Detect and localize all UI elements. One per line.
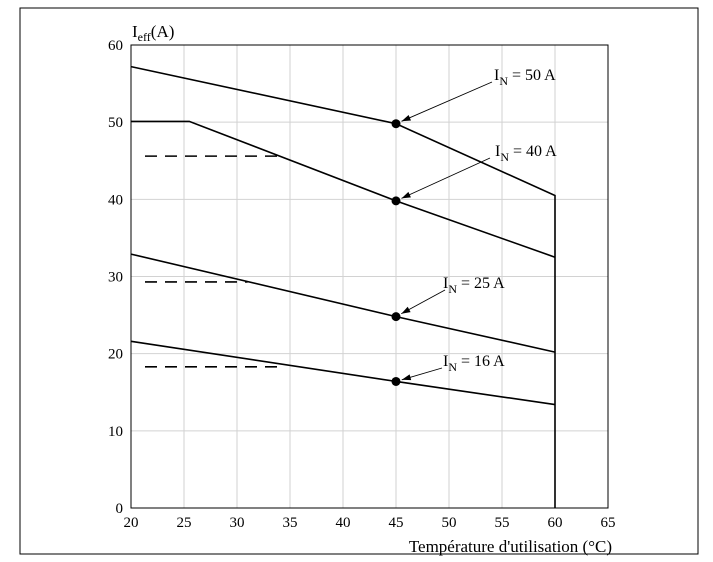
y-tick-label: 40 xyxy=(108,192,123,208)
annotation-arrows xyxy=(401,81,493,381)
series-label: IN = 40 A xyxy=(495,143,557,164)
y-tick-label: 20 xyxy=(108,347,123,363)
y-tick-label: 0 xyxy=(116,501,124,517)
y-tick-label: 50 xyxy=(108,115,123,131)
series-label: IN = 50 A xyxy=(494,67,556,88)
rating-point xyxy=(391,312,401,322)
series-labels: IN = 50 A IN = 40 A IN = 25 A IN = 16 A xyxy=(443,67,557,374)
x-tick-label: 65 xyxy=(601,515,616,531)
annotation-arrowhead xyxy=(401,191,411,199)
y-axis-title: Ieff(A) xyxy=(132,22,174,44)
rating-point xyxy=(391,119,401,129)
y-tick-label: 30 xyxy=(108,270,123,286)
annotation-arrowhead xyxy=(401,306,411,314)
x-tick-label: 25 xyxy=(177,515,192,531)
x-axis-title: Température d'utilisation (°C) xyxy=(409,537,612,556)
series-line xyxy=(131,120,556,258)
rating-point xyxy=(391,376,401,386)
annotation-arrow xyxy=(401,157,491,199)
plot-frame xyxy=(130,44,609,509)
rating-point xyxy=(391,196,401,206)
figure-border xyxy=(19,7,699,555)
tick-labels: 20 25 30 35 40 45 50 55 60 65 0 10 20 30 40 50 60 xyxy=(108,38,616,531)
reference-levels xyxy=(145,155,280,368)
x-tick-label: 60 xyxy=(548,515,563,531)
x-tick-label: 40 xyxy=(336,515,351,531)
y-tick-label: 10 xyxy=(108,424,123,440)
series-label: IN = 25 A xyxy=(443,275,505,296)
annotation-arrowhead xyxy=(401,115,411,122)
x-tick-label: 30 xyxy=(230,515,245,531)
x-tick-label: 45 xyxy=(389,515,404,531)
y-tick-label: 60 xyxy=(108,38,123,54)
x-tick-label: 50 xyxy=(442,515,457,531)
x-tick-label: 35 xyxy=(283,515,298,531)
annotation-arrowhead xyxy=(401,374,412,381)
series-label: IN = 16 A xyxy=(443,353,505,374)
x-tick-label: 20 xyxy=(124,515,139,531)
annotation-arrow xyxy=(401,81,493,122)
x-tick-label: 55 xyxy=(495,515,510,531)
rating-points xyxy=(391,119,401,386)
